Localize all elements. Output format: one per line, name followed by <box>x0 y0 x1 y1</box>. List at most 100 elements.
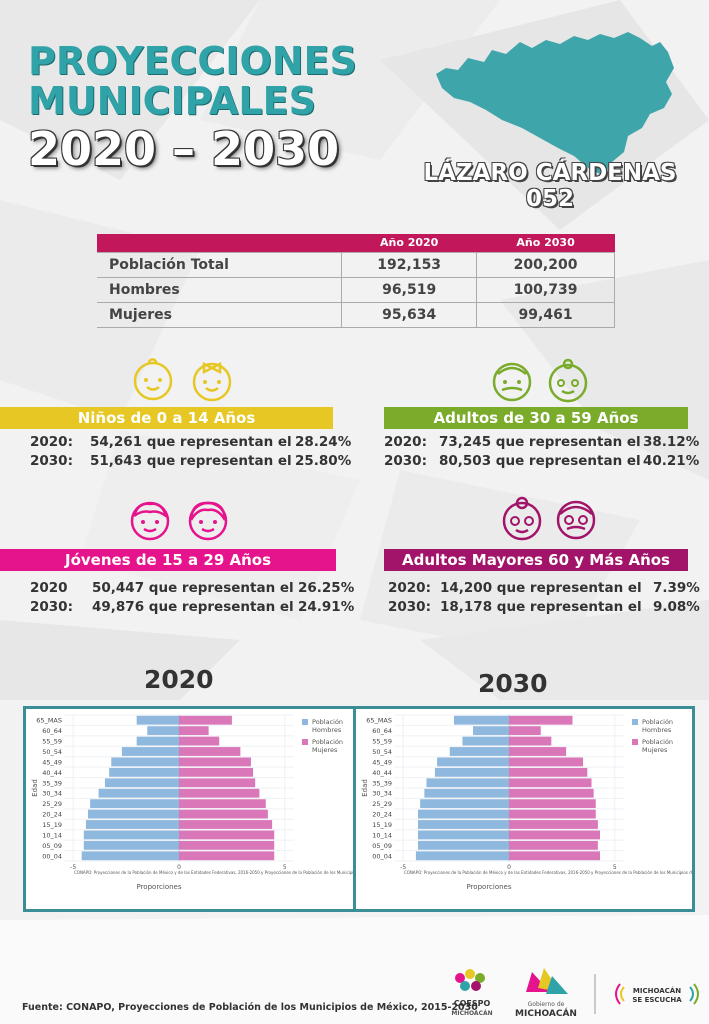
age-tick-label: 35_39 <box>42 779 62 787</box>
banner-ninos: Niños de 0 a 14 Años <box>0 407 333 429</box>
stats-jovenes: 2020 50,447 que representan el 26.25% 20… <box>30 580 365 620</box>
y-axis-label: Edad <box>31 779 39 797</box>
title-years: 2020 – 2030 <box>28 122 340 176</box>
stat-pct: 26.25% <box>298 580 355 596</box>
stat-pct: 40.21% <box>643 453 700 469</box>
legend-swatch <box>302 739 308 745</box>
stat-pct: 9.08% <box>653 599 700 615</box>
pyramid-bar <box>98 788 179 798</box>
pyramid-bar <box>147 726 179 736</box>
pyramid-bar <box>509 820 598 829</box>
x-tick-label: -5 <box>70 864 76 871</box>
pyramid-bar <box>179 767 254 777</box>
pyramid-bar <box>453 715 509 725</box>
age-tick-label: 20_24 <box>42 811 62 819</box>
pyramid-bar <box>418 830 509 840</box>
age-tick-label: 50_54 <box>42 748 62 756</box>
pyramid-bar <box>83 840 179 850</box>
population-table: Año 2020 Año 2030 Población Total 192,15… <box>97 234 615 328</box>
pyramid-bar <box>420 799 509 809</box>
pyramid-bar <box>104 778 179 788</box>
stat-year: 2030: <box>30 453 73 469</box>
escucha-line1: MICHOACÁN <box>633 986 681 995</box>
stats-adultos: 2020: 73,245 que representan el 38.12% 2… <box>384 434 704 474</box>
pyramid-bar <box>509 778 592 788</box>
stat-text: 51,643 que representan el <box>90 453 292 469</box>
table-header: Año 2020 Año 2030 <box>97 234 615 252</box>
pyramid-chart-2020: 00_04 05_09 10_14 15_19 20_24 25_29 30_34 35_39… <box>31 714 353 891</box>
age-tick-label: 15_19 <box>372 821 392 829</box>
pyramid-chart-2030: 00_04 05_09 10_14 15_19 20_24 25_29 30_34 35_39… <box>361 714 692 891</box>
stat-pct: 28.24% <box>295 434 352 450</box>
michoacan-map-icon <box>436 32 674 176</box>
pyramid-bar <box>418 840 509 850</box>
pyramid-title-2030: 2030 <box>478 669 548 698</box>
legend-swatch <box>632 739 638 745</box>
legend-label: Población <box>312 718 343 726</box>
stat-pct: 24.91% <box>298 599 355 615</box>
pyramid-bar <box>179 799 266 809</box>
coespo-line1: COESPO <box>454 999 491 1008</box>
x-tick-label: 5 <box>613 864 617 871</box>
baby-girl-icon <box>192 361 232 402</box>
age-tick-label: 05_09 <box>42 842 62 850</box>
pyramid-bar <box>473 726 509 736</box>
stat-text: 18,178 que representan el <box>440 599 642 615</box>
stat-text: 73,245 que representan el <box>439 434 641 450</box>
pyramid-bar <box>136 715 179 725</box>
stat-year: 2020: <box>384 434 427 450</box>
pyramid-bar <box>179 778 256 788</box>
age-tick-label: 25_29 <box>42 800 62 808</box>
legend-label: Población <box>642 738 673 746</box>
grandma-icon <box>548 358 588 403</box>
age-tick-label: 20_24 <box>372 811 392 819</box>
x-tick-label: 0 <box>507 864 511 871</box>
pyramid-bar <box>81 851 179 861</box>
municipality-code: 052 <box>525 186 574 213</box>
cell-2020: 96,519 <box>341 277 478 303</box>
stat-text: 49,876 que representan el <box>92 599 294 615</box>
pyramid-bar <box>179 736 220 746</box>
pyramid-bar <box>437 757 509 767</box>
table-header-2030: Año 2030 <box>476 234 615 252</box>
age-tick-label: 00_04 <box>42 852 62 860</box>
age-tick-label: 40_44 <box>42 769 62 777</box>
pyramid-bar <box>83 830 179 840</box>
stat-pct: 7.39% <box>653 580 700 596</box>
pyramid-bar <box>434 767 509 777</box>
logos-footer: COESPO MICHOACÁN Gobierno de MICHOACÁN M… <box>451 968 699 1019</box>
age-tick-label: 55_59 <box>372 738 392 746</box>
stats-mayores: 2020: 14,200 que representan el 7.39% 20… <box>388 580 706 620</box>
pyramid-bar <box>179 788 260 798</box>
stat-year: 2030: <box>388 599 431 615</box>
pyramid-bar <box>509 788 594 798</box>
pyramid-bar <box>179 809 268 819</box>
stat-pct: 25.80% <box>295 453 352 469</box>
x-tick-label: 0 <box>177 864 181 871</box>
row-label: Mujeres <box>97 302 343 328</box>
gobierno-line2: MICHOACÁN <box>515 1007 577 1019</box>
legend-swatch <box>632 719 638 725</box>
y-axis-label: Edad <box>361 779 369 797</box>
age-tick-label: 60_64 <box>42 727 62 735</box>
chart-note: CONAPO: Proyecciones de la Población de … <box>74 870 353 875</box>
age-tick-label: 65_MAS <box>366 717 392 725</box>
municipality-name: LÁZARO CÁRDENAS <box>423 160 677 186</box>
pyramid-bar <box>418 820 509 829</box>
stats-ninos: 2020: 54,261 que representan el 28.24% 2… <box>30 434 360 474</box>
x-tick-label: -5 <box>400 864 406 871</box>
page-title: PROYECCIONES MUNICIPALES 2020 – 2030 <box>28 42 357 172</box>
grandpa-icon <box>492 362 532 402</box>
age-tick-label: 00_04 <box>372 852 392 860</box>
pyramid-bar <box>179 726 209 736</box>
banner-adultos: Adultos de 30 a 59 Años <box>384 407 688 429</box>
age-tick-label: 45_49 <box>372 758 392 766</box>
pyramid-bar <box>85 820 179 829</box>
pyramid-bar <box>509 809 596 819</box>
pyramid-bar <box>426 778 509 788</box>
stat-year: 2030: <box>30 599 73 615</box>
x-axis-label: Proporciones <box>466 883 511 891</box>
cell-2030: 200,200 <box>476 251 615 278</box>
pyramid-bar <box>424 788 509 798</box>
legend-label: Población <box>312 738 343 746</box>
